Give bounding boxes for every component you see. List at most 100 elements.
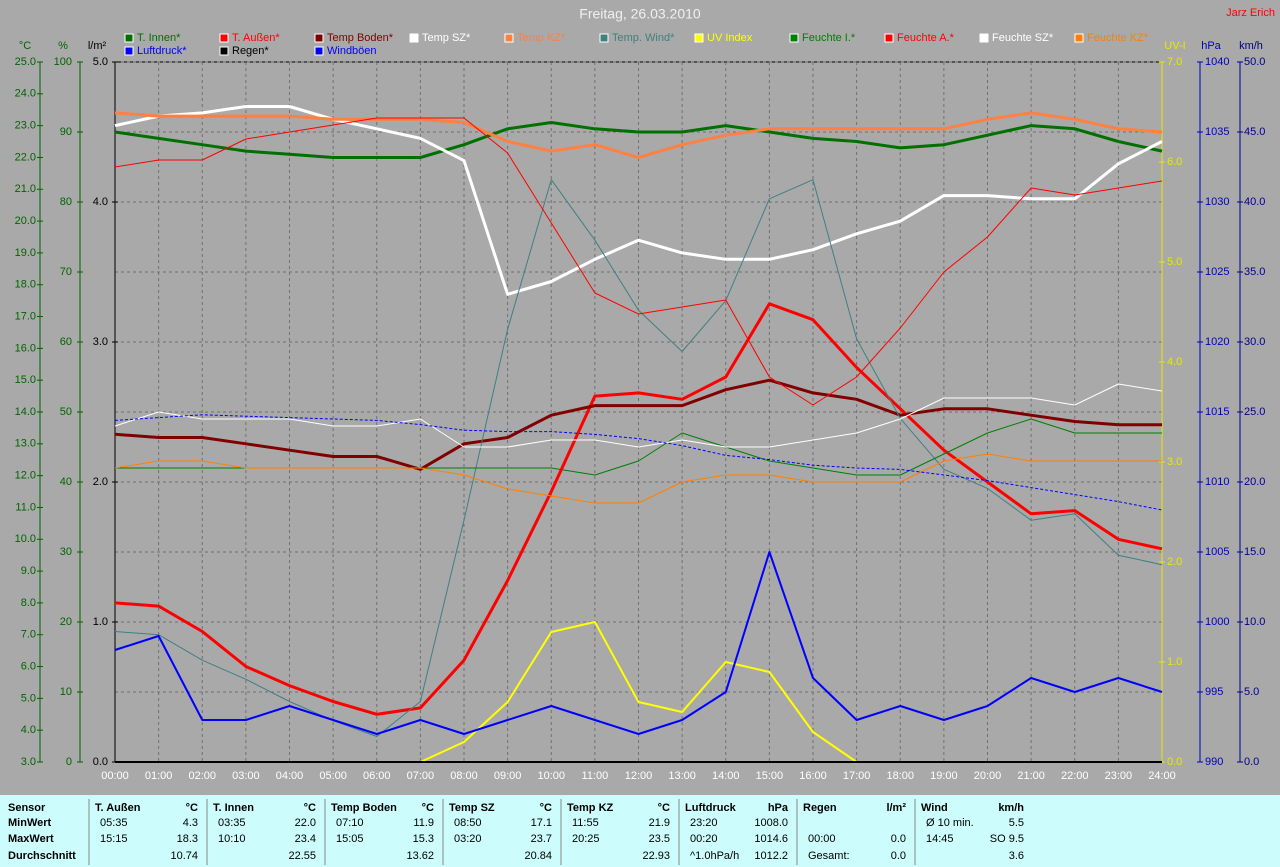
series-line bbox=[114, 111, 1163, 159]
axis-title: l/m² bbox=[88, 40, 107, 52]
legend-label: Feuchte SZ* bbox=[992, 32, 1054, 44]
x-tick-label: 20:00 bbox=[974, 770, 1002, 782]
cell-value: 17.1 bbox=[531, 817, 552, 829]
x-tick-label: 00:00 bbox=[101, 770, 129, 782]
column-header: Temp Boden bbox=[331, 802, 397, 814]
legend-swatch bbox=[219, 46, 229, 56]
cell-value: 18.3 bbox=[177, 833, 198, 845]
legend-label: Temp. Wind* bbox=[612, 32, 675, 44]
y-tick-label: 0.0 bbox=[1244, 756, 1259, 768]
legend-swatch bbox=[599, 33, 609, 43]
y-tick-label: 15.0 bbox=[1244, 546, 1265, 558]
cell-time: Ø 10 min. bbox=[926, 817, 974, 829]
cell-value: 1012.2 bbox=[754, 850, 788, 862]
y-tick-label: 10.0 bbox=[1244, 616, 1265, 628]
y-tick-label: 18.0 bbox=[15, 279, 36, 291]
y-tick-label: 6.0 bbox=[21, 660, 36, 672]
x-tick-label: 03:00 bbox=[232, 770, 260, 782]
y-tick-label: 3.0 bbox=[93, 336, 108, 348]
y-tick-label: 9.0 bbox=[21, 565, 36, 577]
cell-value: 11.9 bbox=[413, 817, 434, 829]
y-tick-label: 995 bbox=[1205, 686, 1223, 698]
legend-label: Temp Boden* bbox=[327, 32, 394, 44]
cell-value: 21.9 bbox=[649, 817, 670, 829]
x-tick-label: 22:00 bbox=[1061, 770, 1089, 782]
y-tick-label: 3.0 bbox=[21, 756, 36, 768]
y-tick-label: 45.0 bbox=[1244, 126, 1265, 138]
x-tick-label: 07:00 bbox=[407, 770, 435, 782]
legend-label: Feuchte A.* bbox=[897, 32, 955, 44]
column-header: Temp SZ bbox=[449, 802, 495, 814]
y-tick-label: 70 bbox=[60, 266, 72, 278]
y-tick-label: 20.0 bbox=[15, 215, 36, 227]
cell-time: ^1.0hPa/h bbox=[690, 850, 739, 862]
legend-label: Temp KZ* bbox=[517, 32, 566, 44]
y-tick-label: 25.0 bbox=[1244, 406, 1265, 418]
x-tick-label: 18:00 bbox=[886, 770, 914, 782]
x-tick-label: 02:00 bbox=[188, 770, 216, 782]
y-tick-label: 1005 bbox=[1205, 546, 1229, 558]
series-line bbox=[114, 117, 1163, 406]
cell-value: 10.74 bbox=[170, 850, 198, 862]
y-tick-label: 1015 bbox=[1205, 406, 1229, 418]
cell-time: 00:00 bbox=[808, 833, 836, 845]
cell-time: 14:45 bbox=[926, 833, 954, 845]
cell-value: 20.84 bbox=[524, 850, 552, 862]
legend-swatch bbox=[314, 46, 324, 56]
legend-swatch bbox=[789, 33, 799, 43]
x-tick-label: 12:00 bbox=[625, 770, 653, 782]
y-tick-label: 25.0 bbox=[15, 56, 36, 68]
series-line bbox=[114, 414, 1163, 511]
y-tick-label: 990 bbox=[1205, 756, 1223, 768]
legend-swatch bbox=[314, 33, 324, 43]
y-tick-label: 80 bbox=[60, 196, 72, 208]
column-header: T. Außen bbox=[95, 802, 141, 814]
legend-swatch bbox=[979, 33, 989, 43]
cell-value: 4.3 bbox=[183, 817, 198, 829]
y-tick-label: 10.0 bbox=[15, 533, 36, 545]
legend-label: Temp SZ* bbox=[422, 32, 471, 44]
author: Jarz Erich bbox=[1226, 7, 1275, 19]
cell-value: 13.62 bbox=[406, 850, 434, 862]
legend-label: UV Index bbox=[707, 32, 753, 44]
column-unit: °C bbox=[304, 802, 316, 814]
x-tick-label: 16:00 bbox=[799, 770, 827, 782]
series-line bbox=[114, 105, 1163, 296]
legend-swatch bbox=[694, 33, 704, 43]
column-header: Wind bbox=[921, 802, 948, 814]
y-tick-label: 24.0 bbox=[15, 88, 36, 100]
cell-value: 22.55 bbox=[288, 850, 316, 862]
y-tick-label: 5.0 bbox=[21, 692, 36, 704]
cell-value: 23.4 bbox=[295, 833, 316, 845]
cell-time: 15:05 bbox=[336, 833, 364, 845]
legend-swatch bbox=[884, 33, 894, 43]
column-header: Regen bbox=[803, 802, 837, 814]
cell-time: Gesamt: bbox=[808, 850, 850, 862]
y-tick-label: 30 bbox=[60, 546, 72, 558]
y-tick-label: 20 bbox=[60, 616, 72, 628]
cell-time: 00:20 bbox=[690, 833, 718, 845]
legend-swatch bbox=[504, 33, 514, 43]
y-tick-label: 5.0 bbox=[1244, 686, 1259, 698]
cell-value: 3.6 bbox=[1009, 850, 1024, 862]
y-tick-label: 17.0 bbox=[15, 310, 36, 322]
stats-table: Sensor MinWert MaxWert Durchschnitt T. Außen… bbox=[0, 795, 1280, 867]
x-tick-label: 21:00 bbox=[1017, 770, 1045, 782]
y-tick-label: 19.0 bbox=[15, 247, 36, 259]
column-unit: km/h bbox=[998, 802, 1024, 814]
y-tick-label: 1025 bbox=[1205, 266, 1229, 278]
y-tick-label: 7.0 bbox=[21, 629, 36, 641]
legend-label: Regen* bbox=[232, 45, 269, 57]
chart-title: Freitag, 26.03.2010 bbox=[579, 6, 701, 22]
column-header: Temp KZ bbox=[567, 802, 614, 814]
x-tick-label: 23:00 bbox=[1105, 770, 1133, 782]
y-tick-label: 1010 bbox=[1205, 476, 1229, 488]
x-tick-label: 13:00 bbox=[668, 770, 696, 782]
axis-title: UV-I bbox=[1164, 40, 1185, 52]
x-tick-label: 04:00 bbox=[276, 770, 304, 782]
column-header: Luftdruck bbox=[685, 802, 737, 814]
y-tick-label: 40.0 bbox=[1244, 196, 1265, 208]
x-tick-label: 14:00 bbox=[712, 770, 740, 782]
cell-value: 1008.0 bbox=[754, 817, 788, 829]
x-tick-label: 10:00 bbox=[537, 770, 565, 782]
